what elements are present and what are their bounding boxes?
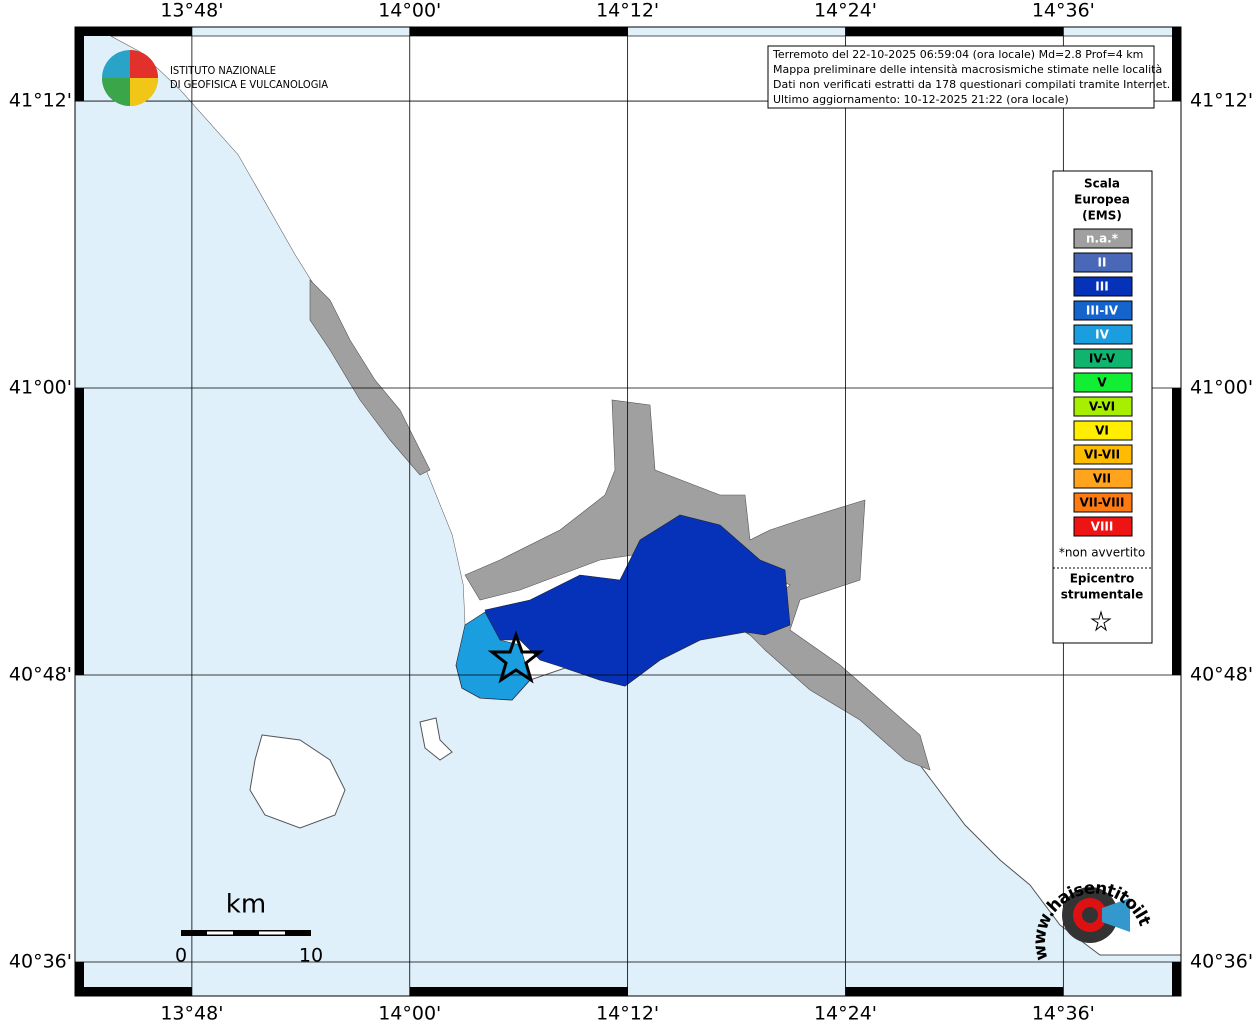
border-segment xyxy=(1172,388,1181,676)
legend-label: III xyxy=(1095,280,1108,294)
border-segment xyxy=(1172,27,1181,102)
legend-swatch xyxy=(1073,252,1133,273)
legend-swatch xyxy=(1073,420,1133,441)
logo-line: DI GEOFISICA E VULCANOLOGIA xyxy=(170,78,328,91)
legend-note: *non avvertito xyxy=(1059,546,1145,560)
coast-strip xyxy=(75,36,465,665)
lon-label: 14°24' xyxy=(814,1003,877,1025)
lon-label: 14°36' xyxy=(1032,1003,1095,1025)
legend: ScalaEuropea(EMS)n.a.*IIIIIIII-IVIVIV-VV… xyxy=(1053,177,1152,632)
scale-end: 10 xyxy=(299,945,323,967)
legend-swatch xyxy=(1073,348,1133,369)
lon-label: 14°12' xyxy=(596,1003,659,1025)
lon-label: 13°48' xyxy=(160,0,223,22)
intensity-IV xyxy=(455,611,531,701)
legend-label: V xyxy=(1097,376,1107,390)
scale-bar: km 0 10 xyxy=(175,890,323,967)
border-segment xyxy=(1172,961,1181,996)
legend-label: n.a.* xyxy=(1086,232,1119,246)
lon-label: 14°36' xyxy=(1032,0,1095,22)
info-line: Dati non verificati estratti da 178 ques… xyxy=(773,78,1170,91)
lon-label: 13°48' xyxy=(160,1003,223,1025)
scale-seg xyxy=(259,931,285,935)
border-segment xyxy=(409,27,628,36)
lat-label: 40°48' xyxy=(9,664,72,686)
lat-label: 41°00' xyxy=(9,377,72,399)
border-segment xyxy=(75,27,84,102)
legend-title: (EMS) xyxy=(1082,209,1122,223)
legend-swatch xyxy=(1073,492,1133,513)
globe-part xyxy=(130,50,158,78)
legend-label: VI xyxy=(1095,424,1109,438)
legend-swatch xyxy=(1073,444,1133,465)
legend-label: IV-V xyxy=(1089,352,1116,366)
logo-line: ISTITUTO NAZIONALE xyxy=(170,64,276,77)
border-segment xyxy=(75,987,192,996)
legend-epicenter: strumentale xyxy=(1061,588,1144,602)
legend-title: Europea xyxy=(1074,193,1130,207)
scale-seg xyxy=(207,931,233,935)
border-segment xyxy=(75,961,84,996)
lon-label: 14°00' xyxy=(378,1003,441,1025)
legend-label: III-IV xyxy=(1086,304,1119,318)
border-segment xyxy=(409,987,628,996)
legend-swatch xyxy=(1073,300,1133,321)
lat-label: 41°00' xyxy=(1190,377,1253,399)
logo-circle xyxy=(1082,907,1098,923)
scale-unit: km xyxy=(226,890,266,920)
legend-swatch xyxy=(1073,516,1133,537)
legend-title: Scala xyxy=(1084,177,1120,191)
info-box xyxy=(767,45,1155,109)
border-segment xyxy=(75,388,84,676)
border-segment xyxy=(75,27,192,36)
lat-label: 40°48' xyxy=(1190,664,1253,686)
scale-bar-rect xyxy=(181,930,311,936)
legend-swatch xyxy=(1073,468,1133,489)
legend-label: VIII xyxy=(1091,520,1114,534)
border-segment xyxy=(845,27,1064,36)
info-line: Terremoto del 22-10-2025 06:59:04 (ora l… xyxy=(772,48,1143,61)
lat-label: 40°36' xyxy=(9,950,72,972)
legend-swatch xyxy=(1073,372,1133,393)
legend-star xyxy=(1090,610,1112,632)
lon-label: 14°12' xyxy=(596,0,659,22)
legend-swatch xyxy=(1073,396,1133,417)
border-segment xyxy=(845,987,1064,996)
lat-label: 41°12' xyxy=(9,90,72,112)
lat-label: 40°36' xyxy=(1190,950,1253,972)
info-line: Mappa preliminare delle intensità macros… xyxy=(773,63,1162,76)
legend-swatch xyxy=(1073,324,1133,345)
logo-horn xyxy=(1102,898,1130,932)
info-text: Terremoto del 22-10-2025 06:59:04 (ora l… xyxy=(772,48,1170,106)
legend-swatch xyxy=(1073,228,1133,249)
intensity-III xyxy=(484,514,791,687)
lon-label: 14°24' xyxy=(814,0,877,22)
ingv-logo: ISTITUTO NAZIONALE DI GEOFISICA E VULCAN… xyxy=(102,50,328,106)
ischia xyxy=(249,734,346,829)
lat-label: 41°12' xyxy=(1190,90,1253,112)
frame xyxy=(74,26,1182,997)
globe-part xyxy=(102,78,130,106)
legend-epicenter: Epicentro xyxy=(1070,572,1135,586)
info-line: Ultimo aggiornamento: 10-12-2025 21:22 (… xyxy=(773,93,1069,106)
legend-label: VII-VIII xyxy=(1079,496,1124,510)
globe-part xyxy=(130,78,158,106)
legend-label: VI-VII xyxy=(1084,448,1120,462)
legend-swatch xyxy=(1073,276,1133,297)
scale-start: 0 xyxy=(175,945,187,967)
legend-label: IV xyxy=(1095,328,1109,342)
procida xyxy=(419,717,453,761)
legend-label: II xyxy=(1098,256,1107,270)
intensity-na xyxy=(309,279,431,476)
legend-label: V-VI xyxy=(1089,400,1115,414)
epicenter-star xyxy=(487,630,545,684)
lon-label: 14°00' xyxy=(378,0,441,22)
legend-label: VII xyxy=(1093,472,1111,486)
